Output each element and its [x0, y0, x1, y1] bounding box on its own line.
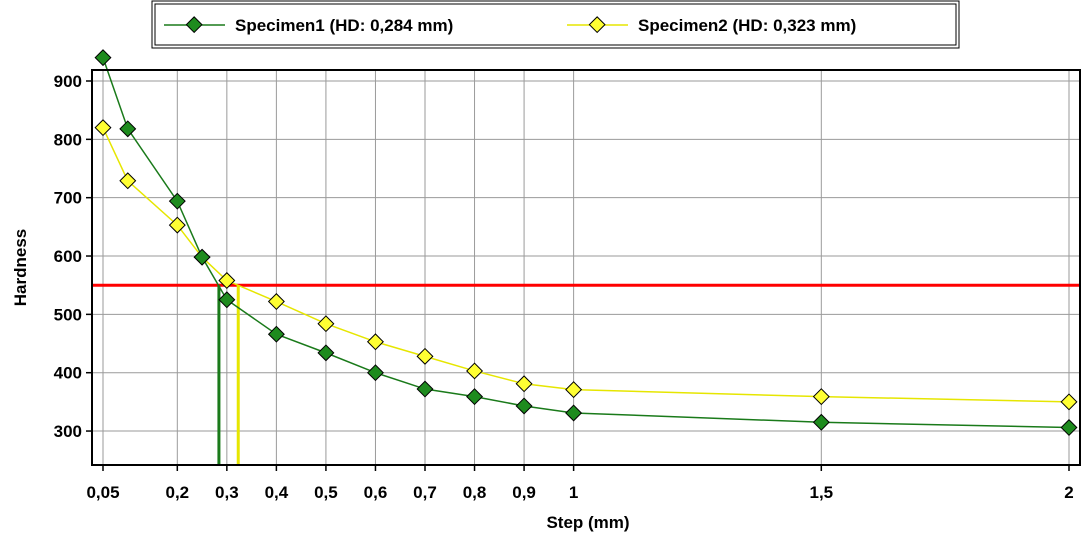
x-tick-label: 0,8	[463, 483, 487, 502]
data-point	[565, 404, 583, 422]
legend-label-specimen2: Specimen2 (HD: 0,323 mm)	[638, 16, 856, 35]
x-axis-ticks: 0,05 0,2 0,3 0,4 0,5 0,6 0,7 0,8 0,9 1 1,5 2	[86, 465, 1074, 502]
x-axis-title: Step (mm)	[546, 513, 629, 532]
x-tick-label: 0,9	[512, 483, 536, 502]
data-point	[416, 380, 434, 398]
x-tick-label: 0,2	[165, 483, 189, 502]
data-point	[812, 388, 830, 406]
x-tick-label: 0,3	[215, 483, 239, 502]
data-point	[366, 333, 384, 351]
y-tick-label: 900	[54, 72, 82, 91]
x-tick-label: 1,5	[809, 483, 833, 502]
legend-marker-specimen2	[588, 16, 606, 34]
series-line-specimen2	[102, 127, 1070, 403]
data-point	[317, 344, 335, 362]
plot-area-border	[91, 69, 1081, 466]
series-line-specimen1	[102, 57, 1070, 429]
y-tick-label: 300	[54, 422, 82, 441]
data-point	[466, 388, 484, 406]
x-tick-label: 0,5	[314, 483, 338, 502]
legend-frame	[151, 0, 960, 49]
y-tick-label: 600	[54, 247, 82, 266]
legend-marker-specimen1	[185, 16, 203, 34]
y-axis-ticks: 300 400 500 600 700 800 900	[54, 72, 92, 441]
y-tick-label: 400	[54, 364, 82, 383]
x-tick-label: 2	[1064, 483, 1073, 502]
x-tick-label: 1	[569, 483, 578, 502]
data-point	[193, 248, 211, 266]
y-tick-label: 700	[54, 189, 82, 208]
data-point	[1060, 419, 1078, 437]
x-tick-label: 0,4	[265, 483, 289, 502]
legend-frame-inner	[154, 3, 957, 46]
data-point	[565, 381, 583, 399]
data-point	[94, 49, 112, 67]
data-point	[94, 119, 112, 137]
legend-entry-specimen2: Specimen2 (HD: 0,323 mm)	[567, 16, 856, 35]
data-point	[119, 172, 137, 190]
data-point	[416, 347, 434, 365]
data-point	[515, 375, 533, 393]
x-tick-label: 0,6	[364, 483, 388, 502]
legend: Specimen1 (HD: 0,284 mm) Specimen2 (HD: …	[151, 0, 960, 49]
x-tick-label: 0,7	[413, 483, 437, 502]
series-layer	[94, 49, 1078, 437]
y-tick-label: 800	[54, 130, 82, 149]
x-tick-label: 0,05	[86, 483, 119, 502]
data-point	[812, 413, 830, 431]
y-axis-title: Hardness	[11, 229, 30, 306]
legend-label-specimen1: Specimen1 (HD: 0,284 mm)	[235, 16, 453, 35]
data-point	[119, 120, 137, 138]
data-point	[515, 397, 533, 415]
hd-marker-layer	[217, 285, 240, 465]
series-specimen1	[94, 49, 1078, 437]
data-point	[168, 192, 186, 210]
legend-entry-specimen1: Specimen1 (HD: 0,284 mm)	[164, 16, 453, 35]
data-point	[366, 364, 384, 382]
data-point	[218, 291, 236, 309]
data-point	[218, 272, 236, 290]
data-point	[267, 293, 285, 311]
data-point	[466, 362, 484, 380]
y-tick-label: 500	[54, 305, 82, 324]
data-point	[1060, 393, 1078, 411]
data-point	[168, 216, 186, 234]
data-point	[317, 315, 335, 333]
data-point	[267, 325, 285, 343]
